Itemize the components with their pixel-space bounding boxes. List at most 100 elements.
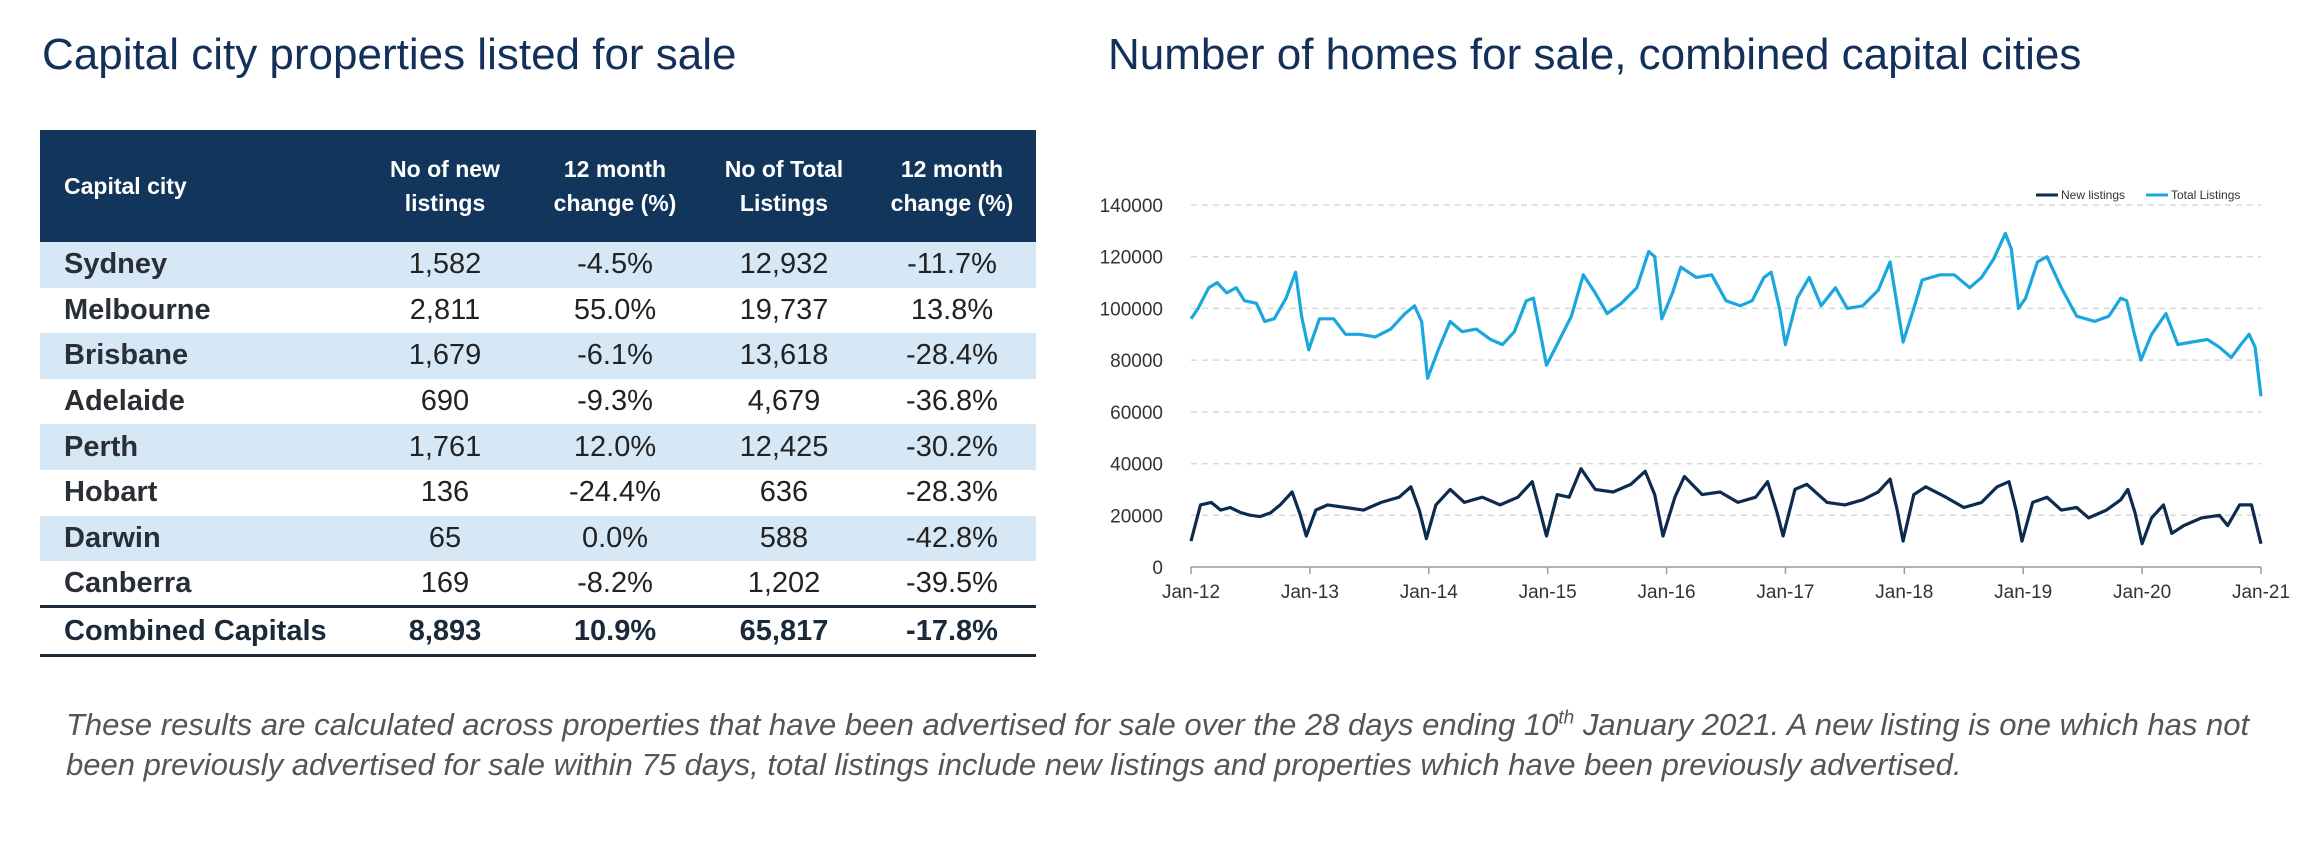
x-tick-label: Jan-21 [2232, 582, 2290, 603]
total-value-cell: 10.9% [530, 605, 700, 658]
column-header-line: Listings [739, 190, 829, 216]
value-cell: 12,932 [739, 248, 829, 281]
column-header-2: 12 month change (%) [530, 130, 700, 242]
value-cell: 1,582 [408, 248, 482, 281]
value-cell: 690 [420, 385, 470, 418]
y-tick-label: 120000 [1100, 248, 1163, 269]
value-cell: 13.8% [910, 293, 994, 326]
series-line-new-listings [1189, 467, 2263, 546]
table-header-row: Capital city No of new listings 12 month cha… [40, 130, 1036, 242]
footnote-text-1: These results are calculated across prop… [66, 707, 1559, 742]
table-row: Brisbane 1,679 -6.1% 13,618 -28.4% [40, 333, 1036, 379]
table-body: Sydney 1,582 -4.5% 12,932 -11.7% Melbourne 2,8… [40, 242, 1036, 658]
column-header-0: Capital city [40, 130, 360, 242]
y-tick-label: 140000 [1100, 196, 1163, 217]
value-cell: 12.0% [573, 430, 657, 463]
footnote-text-2: January 2021. A new listing is one which… [66, 707, 2250, 782]
footnote-superscript: th [1558, 707, 1575, 729]
value-cell: -30.2% [906, 430, 998, 463]
column-header-3: No of Total Listings [700, 130, 868, 242]
value-cell: 1,679 [408, 339, 482, 372]
value-cell: -42.8% [906, 521, 998, 554]
x-tick-label: Jan-20 [2113, 582, 2171, 603]
value-cell: 4,679 [747, 385, 821, 418]
legend-label: New listings [2061, 188, 2125, 202]
y-tick-label: 60000 [1110, 403, 1163, 424]
chart-title: Number of homes for sale, combined capit… [1108, 30, 2082, 79]
total-value-cell: 65,817 [700, 605, 868, 658]
column-header-4: 12 month change (%) [868, 130, 1036, 242]
footnote: These results are calculated across prop… [66, 705, 2256, 785]
series-line-total-listings [1189, 231, 2263, 397]
legend-label: Total Listings [2171, 188, 2240, 202]
value-cell: 12,425 [739, 430, 829, 463]
column-header-line: change (%) [553, 190, 677, 216]
value-cell: 169 [420, 566, 470, 599]
table-row: Melbourne 2,811 55.0% 19,737 13.8% [40, 288, 1036, 334]
city-name-cell: Darwin [64, 521, 161, 554]
value-cell: -24.4% [569, 476, 661, 509]
y-tick-label: 80000 [1110, 351, 1163, 372]
listings-table: Capital city No of new listings 12 month cha… [40, 130, 1036, 658]
column-header-line: 12 month [900, 156, 1004, 182]
column-header-line: Capital city [64, 173, 187, 199]
listings-chart: 0 20000 40000 60000 80000 100000 120000 140000 J… [1076, 160, 2306, 620]
table-row: Hobart 136 -24.4% 636 -28.3% [40, 470, 1036, 516]
value-cell: 65 [428, 521, 462, 554]
total-value-cell: 8,893 [360, 605, 530, 658]
value-cell: -9.3% [577, 385, 653, 418]
value-cell: -28.4% [906, 339, 998, 372]
value-cell: 636 [759, 476, 809, 509]
value-cell: 0.0% [581, 521, 649, 554]
city-name-cell: Sydney [64, 248, 168, 281]
table-row: Adelaide 690 -9.3% 4,679 -36.8% [40, 379, 1036, 425]
listings-table-container: Capital city No of new listings 12 month cha… [40, 130, 1036, 658]
city-name-cell: Perth [64, 430, 139, 463]
value-cell: 13,618 [739, 339, 829, 372]
value-cell: -36.8% [906, 385, 998, 418]
table-title: Capital city properties listed for sale [42, 30, 737, 79]
value-cell: -6.1% [577, 339, 653, 372]
total-value-cell: -17.8% [868, 605, 1036, 658]
city-name-cell: Canberra [64, 566, 192, 599]
x-tick-label: Jan-12 [1162, 582, 1220, 603]
value-cell: -11.7% [907, 248, 997, 281]
value-cell: -28.3% [906, 476, 998, 509]
table-row: Sydney 1,582 -4.5% 12,932 -11.7% [40, 242, 1036, 288]
x-tick-label: Jan-13 [1281, 582, 1339, 603]
table-row: Darwin 65 0.0% 588 -42.8% [40, 515, 1036, 562]
x-tick-label: Jan-16 [1638, 582, 1696, 603]
column-header-line: 12 month [563, 156, 667, 182]
column-header-line: change (%) [890, 190, 1014, 216]
city-name-cell: Melbourne [64, 293, 211, 326]
x-tick-label: Jan-18 [1875, 582, 1933, 603]
column-header-line: listings [404, 190, 486, 216]
city-name-cell: Hobart [64, 476, 158, 509]
value-cell: 19,737 [739, 293, 829, 326]
value-cell: 1,202 [747, 566, 821, 599]
x-tick-label: Jan-17 [1756, 582, 1814, 603]
value-cell: -4.5% [577, 248, 653, 281]
column-header-line: No of Total [724, 156, 844, 182]
value-cell: 2,811 [409, 293, 481, 326]
column-header-1: No of new listings [360, 130, 530, 242]
value-cell: 136 [420, 476, 470, 509]
y-tick-label: 20000 [1110, 506, 1163, 527]
y-tick-label: 0 [1152, 558, 1163, 579]
city-name-cell: Adelaide [64, 385, 185, 418]
y-tick-label: 100000 [1100, 299, 1163, 320]
total-label-cell: Combined Capitals [40, 605, 360, 658]
column-header-line: No of new [390, 156, 500, 182]
line-chart-svg: 0 20000 40000 60000 80000 100000 120000 140000 J… [1100, 188, 2290, 603]
table-row: Perth 1,761 12.0% 12,425 -30.2% [40, 424, 1036, 470]
city-name-cell: Brisbane [64, 339, 189, 372]
table-row: Canberra 169 -8.2% 1,202 -39.5% [40, 561, 1036, 607]
x-tick-label: Jan-19 [1994, 582, 2052, 603]
x-tick-label: Jan-14 [1400, 582, 1459, 603]
value-cell: 1,761 [408, 430, 482, 463]
value-cell: -39.5% [906, 566, 998, 599]
table-total-row: Combined Capitals 8,893 10.9% 65,817 -17.8% [40, 605, 1036, 658]
value-cell: 55.0% [573, 293, 657, 326]
value-cell: -8.2% [577, 566, 653, 599]
value-cell: 588 [759, 521, 809, 554]
